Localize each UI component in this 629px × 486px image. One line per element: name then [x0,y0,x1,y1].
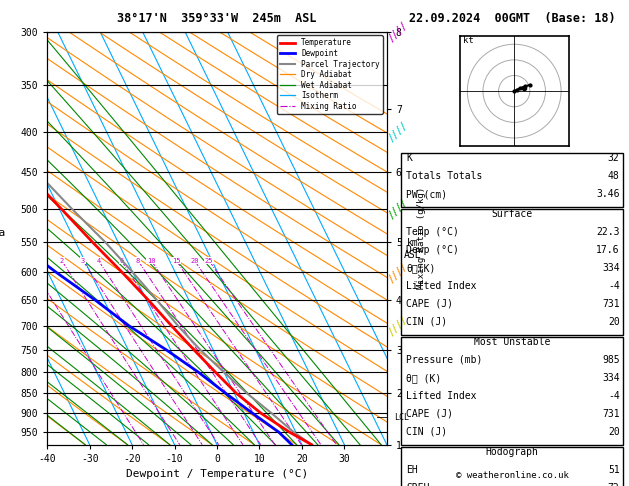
Text: 334: 334 [602,263,620,273]
Text: -4: -4 [608,281,620,291]
Text: CAPE (J): CAPE (J) [406,409,454,419]
Text: 3.46: 3.46 [596,189,620,199]
Text: CAPE (J): CAPE (J) [406,299,454,309]
Text: 10: 10 [147,258,155,264]
Text: θᴇ (K): θᴇ (K) [406,373,442,383]
Text: 2: 2 [60,258,64,264]
Text: 38°17'N  359°33'W  245m  ASL: 38°17'N 359°33'W 245m ASL [117,12,317,25]
Text: 4: 4 [96,258,101,264]
Text: ////: //// [386,197,409,221]
Text: 51: 51 [608,465,620,475]
Text: LCL: LCL [394,413,409,422]
Legend: Temperature, Dewpoint, Parcel Trajectory, Dry Adiabat, Wet Adiabat, Isotherm, Mi: Temperature, Dewpoint, Parcel Trajectory… [277,35,383,114]
Text: θᴇ(K): θᴇ(K) [406,263,436,273]
Text: Hodograph: Hodograph [486,447,538,457]
Text: Mixing Ratio (g/kg): Mixing Ratio (g/kg) [417,187,426,289]
Text: SREH: SREH [406,483,430,486]
Text: Dewp (°C): Dewp (°C) [406,245,459,255]
Text: ////: //// [386,120,409,143]
Y-axis label: hPa: hPa [0,228,6,238]
Text: 32: 32 [608,153,620,163]
Text: CIN (J): CIN (J) [406,317,447,327]
Text: Surface: Surface [491,209,533,219]
Text: EH: EH [406,465,418,475]
Text: 22.3: 22.3 [596,227,620,237]
Text: 48: 48 [608,171,620,181]
Text: Temp (°C): Temp (°C) [406,227,459,237]
X-axis label: Dewpoint / Temperature (°C): Dewpoint / Temperature (°C) [126,469,308,479]
Text: PW (cm): PW (cm) [406,189,447,199]
Text: 731: 731 [602,409,620,419]
Text: K: K [406,153,412,163]
Text: 731: 731 [602,299,620,309]
Text: 20: 20 [608,427,620,437]
Text: 20: 20 [191,258,199,264]
Text: ////: //// [386,20,409,43]
Text: © weatheronline.co.uk: © weatheronline.co.uk [455,471,569,480]
Text: 20: 20 [608,317,620,327]
Text: Pressure (mb): Pressure (mb) [406,355,482,365]
Text: 22.09.2024  00GMT  (Base: 18): 22.09.2024 00GMT (Base: 18) [409,12,616,25]
Text: Lifted Index: Lifted Index [406,391,477,401]
Text: 3: 3 [81,258,85,264]
Text: 8: 8 [136,258,140,264]
Text: 6: 6 [120,258,123,264]
Text: 17.6: 17.6 [596,245,620,255]
Text: ////: //// [386,260,409,284]
Y-axis label: km
ASL: km ASL [404,238,421,260]
Text: Most Unstable: Most Unstable [474,337,550,347]
Text: Lifted Index: Lifted Index [406,281,477,291]
Text: -4: -4 [608,391,620,401]
Text: CIN (J): CIN (J) [406,427,447,437]
Text: 15: 15 [172,258,181,264]
Text: 25: 25 [205,258,213,264]
Text: 72: 72 [608,483,620,486]
Text: ////: //// [386,314,409,338]
Text: kt: kt [463,35,474,45]
Text: 985: 985 [602,355,620,365]
Text: Totals Totals: Totals Totals [406,171,482,181]
Text: 334: 334 [602,373,620,383]
